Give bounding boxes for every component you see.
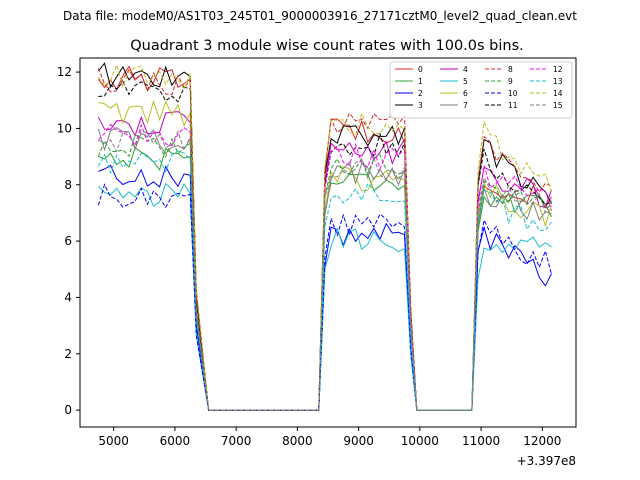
series-line-14 xyxy=(97,63,552,411)
x-tick-label-3: 8000 xyxy=(282,434,313,448)
legend-box xyxy=(389,61,573,119)
series-line-4 xyxy=(97,111,552,411)
series-line-12 xyxy=(98,123,552,411)
series-line-2 xyxy=(98,164,552,411)
x-tick-label-2: 7000 xyxy=(221,434,252,448)
suptitle: Data file: modeM0/AS1T03_245T01_90000039… xyxy=(63,9,577,23)
y-tick-label-1: 2 xyxy=(64,347,72,361)
series-line-7 xyxy=(97,127,552,411)
series-line-15 xyxy=(98,129,552,411)
x-offset-label: +3.397e8 xyxy=(517,454,576,468)
y-tick-label-3: 6 xyxy=(64,234,72,248)
chart-title: Quadrant 3 module wise count rates with … xyxy=(130,38,524,54)
legend-label-12: 12 xyxy=(553,65,563,74)
plot-frame xyxy=(79,57,577,428)
legend-label-7: 7 xyxy=(463,101,468,110)
legend-label-15: 15 xyxy=(553,101,563,110)
legend-label-9: 9 xyxy=(508,77,513,86)
series-line-3 xyxy=(98,62,552,411)
legend-label-1: 1 xyxy=(418,77,423,86)
y-tick-label-4: 8 xyxy=(64,178,72,192)
x-tick-label-7: 12000 xyxy=(523,434,561,448)
y-tick-label-6: 12 xyxy=(57,65,72,79)
legend-label-5: 5 xyxy=(463,77,468,86)
series-line-10 xyxy=(97,183,552,411)
x-tick-label-1: 6000 xyxy=(160,434,191,448)
x-tick-label-0: 5000 xyxy=(98,434,129,448)
legend-label-4: 4 xyxy=(463,65,468,74)
y-tick-label-2: 4 xyxy=(64,290,72,304)
series-layer xyxy=(97,62,552,411)
series-line-8 xyxy=(97,67,552,411)
series-line-11 xyxy=(98,80,552,411)
x-tick-label-4: 9000 xyxy=(343,434,374,448)
legend-label-6: 6 xyxy=(463,89,468,98)
legend-label-8: 8 xyxy=(508,65,513,74)
legend-label-13: 13 xyxy=(553,77,563,86)
legend-label-0: 0 xyxy=(418,65,423,74)
y-axis-ticks: 0 2 4 6 8 10 12 xyxy=(57,65,80,417)
legend-label-10: 10 xyxy=(508,89,518,98)
x-tick-label-5: 10000 xyxy=(401,434,439,448)
series-line-5 xyxy=(98,182,552,411)
legend-label-2: 2 xyxy=(418,89,423,98)
legend-label-3: 3 xyxy=(418,101,423,110)
x-axis-ticks: 5000 6000 7000 8000 9000 10000 11000 12000 xyxy=(98,427,561,448)
legend-label-14: 14 xyxy=(553,89,563,98)
legend-label-11: 11 xyxy=(508,101,518,110)
y-tick-label-5: 10 xyxy=(57,121,72,135)
x-tick-label-6: 11000 xyxy=(462,434,500,448)
y-tick-label-0: 0 xyxy=(64,403,72,417)
